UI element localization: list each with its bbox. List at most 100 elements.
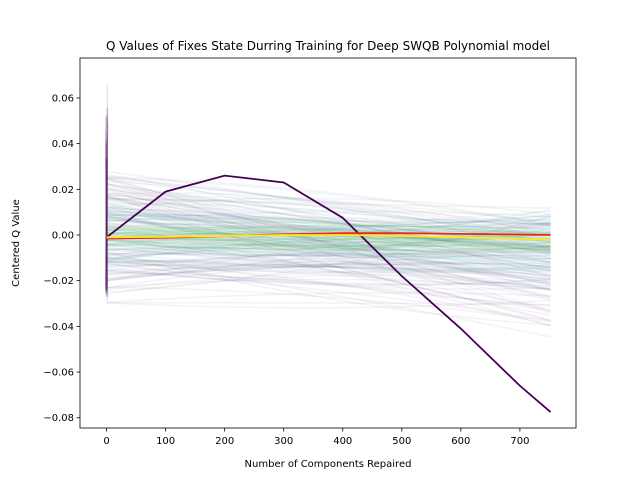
- background-series-line: [106, 233, 551, 268]
- background-series-line: [106, 226, 551, 261]
- background-series-line: [106, 228, 551, 241]
- background-series-line: [106, 185, 551, 226]
- chart-title: Q Values of Fixes State Durring Training…: [106, 39, 550, 53]
- initial-spike-line: [105, 107, 109, 292]
- plot-frame: [79, 57, 577, 429]
- initial-spike-line: [104, 159, 109, 286]
- background-series-line: [106, 188, 551, 271]
- background-series-line: [106, 261, 551, 327]
- background-series-line: [106, 227, 551, 263]
- background-series-line: [106, 239, 551, 321]
- background-series-line: [106, 205, 551, 267]
- background-series-line: [106, 260, 551, 274]
- background-series-line: [106, 234, 551, 288]
- background-series-line: [106, 194, 551, 317]
- background-series-line: [106, 210, 551, 261]
- background-series-line: [106, 187, 551, 284]
- y-tick-label: 0.00: [52, 231, 74, 242]
- x-tick-label: 500: [392, 436, 411, 447]
- initial-spike-line: [105, 139, 108, 292]
- background-series-line: [106, 209, 551, 272]
- background-series-line: [106, 192, 551, 236]
- background-series-line: [106, 231, 551, 241]
- background-series-line: [106, 229, 551, 244]
- background-series-line: [106, 224, 551, 240]
- background-series-line: [106, 301, 551, 306]
- highlighted-series-line: [106, 234, 551, 241]
- background-series-line: [106, 231, 551, 241]
- background-series-line: [106, 180, 551, 249]
- background-series-line: [106, 177, 551, 291]
- background-series-line: [106, 265, 551, 282]
- background-series-line: [106, 188, 551, 265]
- initial-spike-line: [105, 156, 108, 286]
- background-series-line: [106, 286, 551, 323]
- y-axis-label: Centered Q Value: [11, 199, 22, 287]
- background-series-line: [106, 263, 551, 278]
- background-series-line: [106, 237, 551, 249]
- background-series-line: [106, 226, 551, 241]
- background-series-line: [106, 221, 551, 239]
- background-series-line: [106, 292, 551, 304]
- background-series-line: [106, 262, 551, 290]
- background-series-line: [106, 244, 551, 256]
- background-series-line: [106, 175, 551, 226]
- y-tick-label: −0.04: [43, 322, 74, 333]
- background-series-line: [106, 183, 551, 259]
- y-tick-label: 0.06: [52, 93, 74, 104]
- background-series-line: [106, 299, 551, 309]
- background-series-line: [106, 227, 551, 243]
- background-series-line: [106, 262, 551, 285]
- background-series-line: [106, 241, 551, 282]
- background-series-line: [106, 224, 551, 232]
- initial-spike-line: [105, 107, 108, 297]
- background-series-line: [106, 240, 551, 247]
- background-series-line: [106, 197, 551, 314]
- initial-spike-line: [106, 139, 109, 298]
- background-series-line: [106, 269, 551, 322]
- background-series-line: [106, 190, 551, 248]
- background-series-line: [106, 197, 551, 216]
- background-series-line: [106, 212, 551, 322]
- x-tick-label: 200: [215, 436, 234, 447]
- background-series-line: [106, 245, 551, 257]
- background-series-line: [106, 214, 551, 301]
- background-series-line: [106, 262, 551, 267]
- background-series-line: [106, 232, 551, 248]
- background-series-line: [106, 217, 551, 250]
- background-series-line: [106, 197, 551, 244]
- y-tick-label: −0.02: [43, 276, 74, 287]
- background-series-line: [106, 238, 551, 260]
- background-series-line: [106, 243, 551, 272]
- background-series-line: [106, 243, 551, 253]
- background-series-line: [106, 197, 551, 209]
- background-series-line: [106, 225, 551, 235]
- background-series-line: [106, 257, 551, 270]
- background-series-line: [106, 176, 551, 239]
- background-series-line: [106, 215, 551, 299]
- background-series-line: [106, 215, 551, 276]
- x-axis-ticks: 0 100 200 300 400 500 600 700: [103, 428, 529, 447]
- background-series-line: [106, 222, 551, 238]
- background-series-line: [106, 224, 551, 264]
- background-series-line: [106, 261, 551, 289]
- background-series-line: [106, 178, 551, 236]
- background-series-line: [106, 227, 551, 286]
- background-series-line: [106, 208, 551, 264]
- background-series-line: [106, 192, 551, 252]
- y-tick-label: 0.04: [52, 139, 74, 150]
- background-series-line: [106, 203, 551, 240]
- background-series-line: [106, 211, 551, 276]
- x-tick-label: 600: [451, 436, 470, 447]
- background-series-line: [106, 256, 551, 266]
- background-series-line: [106, 205, 551, 228]
- x-axis-label: Number of Components Repaired: [245, 459, 412, 470]
- background-series-line: [106, 252, 551, 272]
- background-series-line: [106, 244, 551, 257]
- y-tick-label: −0.08: [43, 413, 74, 424]
- initial-spike-line: [105, 117, 108, 292]
- x-tick-label: 100: [156, 436, 175, 447]
- background-series-line: [106, 204, 551, 246]
